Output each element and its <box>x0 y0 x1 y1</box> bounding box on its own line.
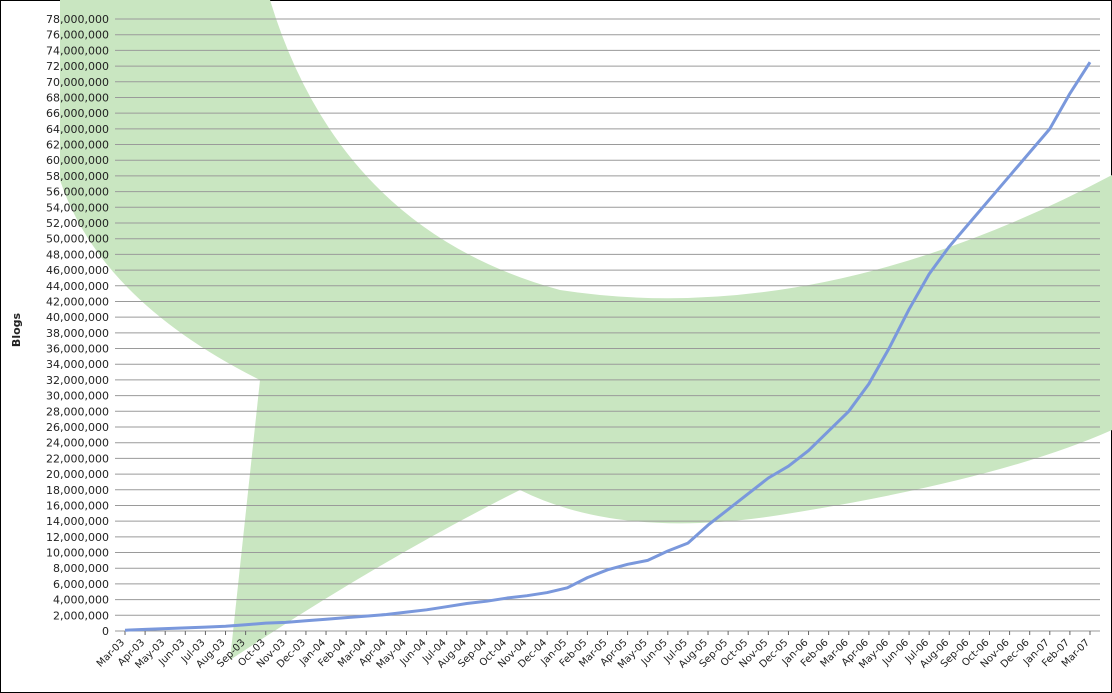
y-axis-label: Blogs <box>10 312 23 347</box>
y-tick-label: 14,000,000 <box>46 515 109 528</box>
y-tick-label: 28,000,000 <box>46 405 109 418</box>
y-tick-label: 56,000,000 <box>46 186 109 199</box>
y-tick-label: 66,000,000 <box>46 107 109 120</box>
y-tick-label: 38,000,000 <box>46 327 109 340</box>
y-tick-label: 2,000,000 <box>53 609 109 622</box>
y-tick-label: 18,000,000 <box>46 484 109 497</box>
y-tick-label: 50,000,000 <box>46 233 109 246</box>
y-tick-label: 24,000,000 <box>46 437 109 450</box>
y-tick-label: 78,000,000 <box>46 13 109 26</box>
y-tick-label: 6,000,000 <box>53 578 109 591</box>
y-tick-label: 0 <box>102 625 109 638</box>
y-tick-label: 8,000,000 <box>53 562 109 575</box>
y-tick-label: 54,000,000 <box>46 201 109 214</box>
y-tick-label: 70,000,000 <box>46 76 109 89</box>
y-tick-label: 40,000,000 <box>46 311 109 324</box>
y-tick-label: 20,000,000 <box>46 468 109 481</box>
y-tick-label: 52,000,000 <box>46 217 109 230</box>
data-line <box>124 61 1092 632</box>
y-tick-label: 68,000,000 <box>46 91 109 104</box>
y-tick-label: 48,000,000 <box>46 248 109 261</box>
y-tick-label: 74,000,000 <box>46 44 109 57</box>
y-tick-label: 64,000,000 <box>46 123 109 136</box>
y-tick-label: 10,000,000 <box>46 547 109 560</box>
y-tick-label: 44,000,000 <box>46 280 109 293</box>
y-tick-label: 42,000,000 <box>46 295 109 308</box>
y-tick-label: 62,000,000 <box>46 139 109 152</box>
y-tick-label: 76,000,000 <box>46 29 109 42</box>
y-tick-label: 12,000,000 <box>46 531 109 544</box>
y-tick-label: 22,000,000 <box>46 452 109 465</box>
background-watermark <box>60 0 1112 660</box>
y-tick-label: 34,000,000 <box>46 358 109 371</box>
y-tick-label: 58,000,000 <box>46 170 109 183</box>
y-tick-label: 26,000,000 <box>46 421 109 434</box>
y-tick-label: 32,000,000 <box>46 374 109 387</box>
y-tick-label: 72,000,000 <box>46 60 109 73</box>
y-tick-label: 4,000,000 <box>53 594 109 607</box>
y-tick-label: 46,000,000 <box>46 264 109 277</box>
y-tick-label: 16,000,000 <box>46 499 109 512</box>
y-tick-label: 36,000,000 <box>46 343 109 356</box>
y-tick-label: 60,000,000 <box>46 154 109 167</box>
y-tick-label: 30,000,000 <box>46 390 109 403</box>
